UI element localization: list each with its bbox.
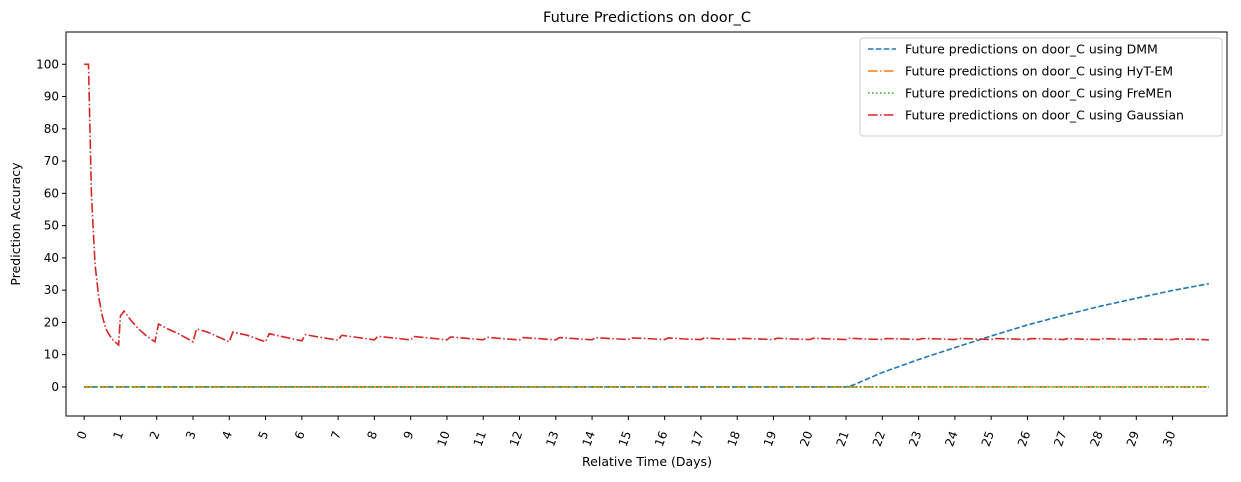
y-tick-label: 30 — [44, 283, 59, 297]
x-tick-label: 21 — [833, 429, 851, 448]
series-line-4 — [84, 63, 1209, 347]
x-tick-label: 23 — [906, 429, 924, 448]
x-tick-label: 17 — [688, 429, 706, 448]
x-tick-label: 26 — [1015, 429, 1033, 448]
x-tick-label: 20 — [797, 429, 815, 448]
x-tick-label: 30 — [1160, 429, 1178, 448]
y-tick-label: 10 — [44, 348, 59, 362]
plot-frame — [65, 31, 1228, 417]
x-tick-label: 13 — [543, 429, 561, 448]
y-tick-label: 80 — [44, 122, 59, 136]
x-axis-ticks: 0 1 2 3 4 5 6 7 8 9 10 11 12 13 14 15 16 17 18 19 20 21 22 23 24… — [74, 416, 1178, 448]
x-tick-label: 24 — [942, 429, 960, 448]
y-tick-label: 90 — [44, 90, 59, 104]
x-axis-label: Relative Time (Days) — [582, 454, 712, 469]
x-tick-label: 19 — [761, 429, 779, 448]
x-tick-label: 0 — [74, 429, 90, 441]
x-tick-label: 22 — [870, 429, 888, 448]
x-tick-label: 15 — [616, 429, 634, 448]
y-tick-label: 20 — [44, 315, 59, 329]
x-tick-label: 7 — [328, 429, 344, 441]
x-tick-label: 12 — [507, 429, 525, 448]
x-tick-label: 16 — [652, 429, 670, 448]
y-tick-label: 50 — [44, 219, 59, 233]
x-tick-label: 3 — [183, 429, 199, 441]
legend-entry: Future predictions on door_C using Gauss… — [905, 108, 1184, 123]
x-tick-label: 2 — [147, 429, 163, 441]
y-axis-ticks: 0 10 20 30 40 50 60 70 80 90 100 — [36, 57, 66, 394]
legend-entry: Future predictions on door_C using HyT-E… — [905, 64, 1173, 79]
series-line-1 — [84, 282, 1210, 388]
x-tick-label: 18 — [725, 429, 743, 448]
plot-area — [65, 31, 1228, 417]
x-tick-label: 8 — [364, 429, 380, 441]
y-tick-label: 60 — [44, 186, 59, 200]
x-tick-label: 29 — [1124, 429, 1142, 448]
x-tick-label: 4 — [219, 429, 235, 441]
y-tick-label: 0 — [51, 380, 59, 394]
y-tick-label: 70 — [44, 154, 59, 168]
legend-entry: Future predictions on door_C using FreME… — [905, 86, 1172, 101]
x-tick-label: 14 — [580, 429, 598, 448]
y-tick-label: 40 — [44, 251, 59, 265]
y-tick-label: 100 — [36, 57, 59, 71]
x-tick-label: 25 — [979, 429, 997, 448]
x-tick-label: 28 — [1087, 429, 1105, 448]
legend-entry: Future predictions on door_C using DMM — [905, 42, 1158, 57]
x-tick-label: 9 — [401, 429, 417, 441]
x-tick-label: 5 — [256, 429, 272, 441]
legend: Future predictions on door_C using DMM Fu… — [859, 37, 1223, 137]
y-axis-label: Prediction Accuracy — [8, 162, 23, 286]
x-tick-label: 6 — [292, 429, 308, 441]
x-tick-label: 1 — [110, 429, 126, 441]
legend-box — [859, 37, 1223, 137]
x-tick-label: 10 — [434, 429, 452, 448]
chart-title: Future Predictions on door_C — [543, 10, 751, 26]
x-tick-label: 27 — [1051, 429, 1069, 448]
x-tick-label: 11 — [471, 429, 489, 448]
